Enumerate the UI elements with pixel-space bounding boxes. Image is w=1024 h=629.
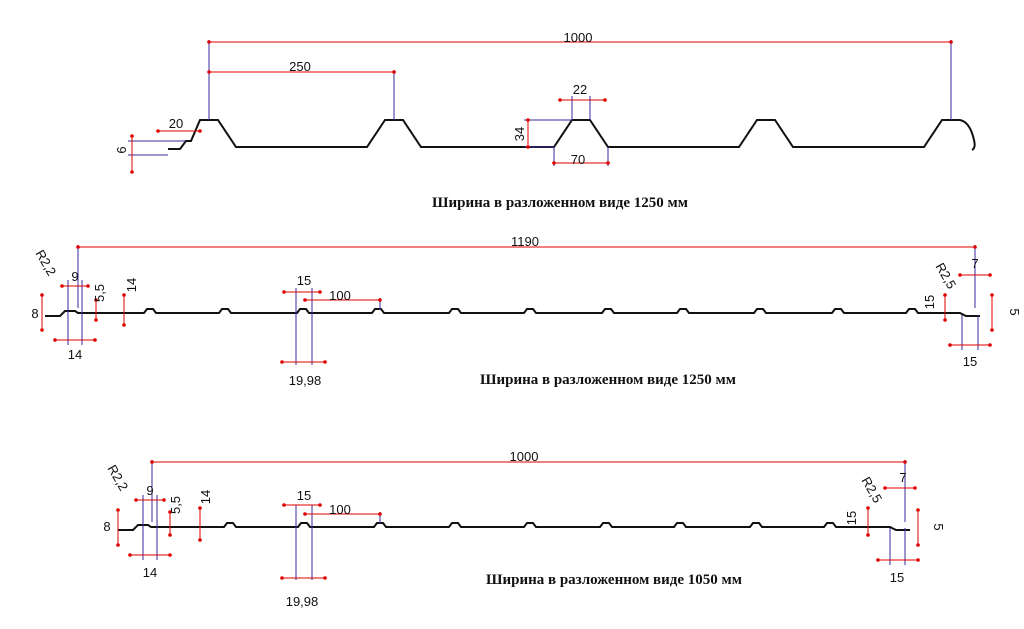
caption: Ширина в разложенном виде 1250 мм bbox=[432, 195, 688, 211]
dimension-label: R2,5 bbox=[933, 260, 960, 291]
dimension-label: 1190 bbox=[511, 234, 539, 249]
dimension-label: R2,2 bbox=[105, 462, 132, 493]
dimension-label: 14 bbox=[68, 347, 82, 362]
dimension-label: 7 bbox=[899, 470, 906, 485]
dimension-label: 14 bbox=[124, 278, 139, 292]
dimension-label: 15 bbox=[297, 273, 311, 288]
dimension-label: 19,98 bbox=[289, 373, 322, 388]
dimension-label: 5 bbox=[1007, 308, 1022, 315]
caption: Ширина в разложенном виде 1050 мм bbox=[486, 572, 742, 588]
dimension-label: 15 bbox=[297, 488, 311, 503]
dimension-label: 14 bbox=[143, 565, 157, 580]
dimension-label: 5,5 bbox=[92, 284, 107, 302]
caption: Ширина в разложенном виде 1250 мм bbox=[480, 372, 736, 388]
dimension-label: 9 bbox=[71, 269, 78, 284]
dimension-label: 15 bbox=[922, 295, 937, 309]
dimension-label: 14 bbox=[198, 490, 213, 504]
dimension-label: 15 bbox=[890, 570, 904, 585]
dimension-label: 15 bbox=[844, 511, 859, 525]
profile-outline bbox=[45, 308, 980, 317]
dimension-label: 8 bbox=[31, 306, 38, 321]
dimension-label: 250 bbox=[289, 59, 311, 74]
dimension-label: 100 bbox=[329, 288, 351, 303]
dimension-label: 34 bbox=[512, 127, 527, 141]
dimension-label: 1000 bbox=[510, 449, 539, 464]
profile-1: 1000 250 20 6 22 34 70 Ширина в разложен… bbox=[114, 30, 976, 211]
dimension-label: 1000 bbox=[564, 30, 593, 45]
dimension-label: R2,2 bbox=[33, 247, 60, 278]
profile-2: 1190 R2,2 9 5,5 14 8 14 15 100 19,98 R2,… bbox=[31, 234, 1022, 388]
dimension-label: 7 bbox=[971, 256, 978, 271]
profile-3: 1000 R2,2 9 5,5 14 8 14 15 100 19,98 R2,… bbox=[103, 449, 946, 609]
profile-outline bbox=[168, 119, 976, 151]
dimension-label: 15 bbox=[963, 354, 977, 369]
dimension-label: 100 bbox=[329, 502, 351, 517]
dimension-label: 70 bbox=[571, 152, 585, 167]
dimension-label: 5,5 bbox=[168, 496, 183, 514]
profile-outline bbox=[118, 522, 910, 531]
dimension-label: 9 bbox=[146, 483, 153, 498]
dimension-label: 5 bbox=[931, 523, 946, 530]
dimension-label: 20 bbox=[169, 116, 183, 131]
dimension-label: R2,5 bbox=[859, 474, 886, 505]
dimension-label: 6 bbox=[114, 146, 129, 153]
dimension-label: 22 bbox=[573, 82, 587, 97]
dimension-label: 19,98 bbox=[286, 594, 319, 609]
dimension-label: 8 bbox=[103, 519, 110, 534]
